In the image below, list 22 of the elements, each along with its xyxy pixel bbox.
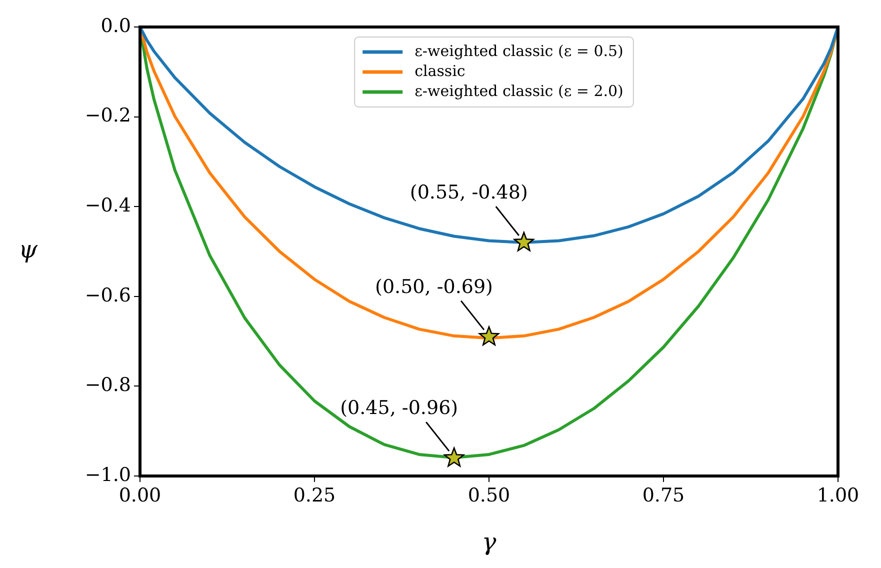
y-tick-label: −0.2 (84, 104, 131, 127)
point (444, 447, 464, 467)
y-tick-label: 0.0 (100, 14, 131, 37)
annotation: (0.50, -0.69) (375, 276, 493, 298)
point (514, 232, 534, 252)
x-tick-label: 0.50 (468, 484, 510, 506)
y-axis-title: ψ (18, 236, 39, 264)
legend-label: ε-weighted classic (ε = 0.5) (414, 42, 624, 60)
y-tick-label: −0.6 (84, 284, 131, 306)
legend-label: ε-weighted classic (ε = 2.0) (414, 82, 624, 100)
x-tick-label: 0.75 (642, 484, 685, 506)
x-tick-label: 0.25 (293, 484, 336, 506)
x-tick-label: 0.00 (118, 484, 162, 506)
y-tick-label: −0.8 (84, 374, 131, 396)
point (478, 326, 500, 346)
legend-label: classic (414, 62, 466, 80)
y-tick-label: −0.4 (84, 194, 131, 217)
x-tick-label: 1.00 (816, 484, 860, 506)
x-axis-title: γ (482, 528, 497, 556)
y-tick-label: −1.0 (84, 464, 131, 486)
annotation: (0.55, -0.48) (410, 182, 528, 204)
annotation: (0.45, -0.96) (340, 397, 458, 420)
